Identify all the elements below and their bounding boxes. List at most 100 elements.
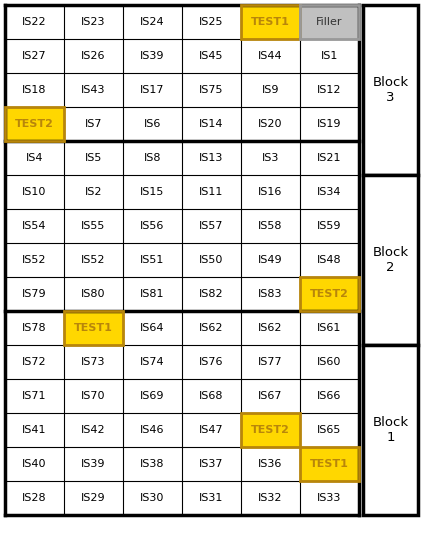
Bar (363, 345, 418, 515)
Text: IS14: IS14 (199, 119, 224, 129)
Bar (241, 5, 300, 39)
Bar (123, 345, 182, 379)
Bar (300, 481, 359, 515)
Text: IS62: IS62 (199, 323, 224, 333)
Text: IS52: IS52 (22, 255, 47, 265)
Text: IS20: IS20 (258, 119, 283, 129)
Text: IS83: IS83 (258, 289, 283, 299)
Text: TEST1: TEST1 (74, 323, 113, 333)
Bar (64, 277, 123, 311)
Text: IS7: IS7 (85, 119, 102, 129)
Text: IS69: IS69 (140, 391, 165, 401)
Bar (241, 481, 300, 515)
Text: TEST2: TEST2 (310, 289, 349, 299)
Bar (5, 311, 64, 345)
Bar (182, 243, 241, 277)
Bar (300, 243, 359, 277)
Bar (241, 5, 300, 39)
Text: IS39: IS39 (140, 51, 165, 61)
Text: IS26: IS26 (81, 51, 106, 61)
Text: IS23: IS23 (81, 17, 106, 27)
Text: Block
1: Block 1 (372, 416, 409, 444)
Bar (182, 379, 241, 413)
Bar (182, 107, 241, 141)
Text: IS73: IS73 (81, 357, 106, 367)
Bar (5, 107, 64, 141)
Bar (123, 107, 182, 141)
Text: IS49: IS49 (258, 255, 283, 265)
Text: IS43: IS43 (81, 85, 106, 95)
Bar (300, 413, 359, 447)
Text: Block
2: Block 2 (372, 246, 409, 274)
Bar (123, 141, 182, 175)
Bar (64, 311, 123, 345)
Text: IS17: IS17 (140, 85, 165, 95)
Text: IS25: IS25 (199, 17, 224, 27)
Text: IS75: IS75 (199, 85, 224, 95)
Text: IS78: IS78 (22, 323, 47, 333)
Bar (5, 141, 64, 175)
Bar (241, 311, 300, 345)
Bar (5, 481, 64, 515)
Bar (182, 141, 241, 175)
Text: IS4: IS4 (26, 153, 43, 163)
Text: IS67: IS67 (258, 391, 283, 401)
Bar (64, 481, 123, 515)
Text: IS55: IS55 (81, 221, 105, 231)
Text: IS82: IS82 (199, 289, 224, 299)
Bar (64, 379, 123, 413)
Text: IS8: IS8 (144, 153, 161, 163)
Text: IS57: IS57 (199, 221, 224, 231)
Text: IS72: IS72 (22, 357, 47, 367)
Text: IS42: IS42 (81, 425, 106, 435)
Bar (182, 311, 241, 345)
Text: IS41: IS41 (22, 425, 47, 435)
Bar (5, 73, 64, 107)
Bar (241, 209, 300, 243)
Text: IS30: IS30 (140, 493, 164, 503)
Text: IS51: IS51 (140, 255, 164, 265)
Bar (5, 209, 64, 243)
Bar (300, 345, 359, 379)
Text: TEST1: TEST1 (251, 17, 290, 27)
Bar (5, 447, 64, 481)
Bar (123, 277, 182, 311)
Text: IS50: IS50 (199, 255, 224, 265)
Bar (300, 447, 359, 481)
Bar (123, 5, 182, 39)
Text: TEST2: TEST2 (15, 119, 54, 129)
Bar (300, 379, 359, 413)
Text: IS6: IS6 (144, 119, 161, 129)
Bar (363, 5, 418, 175)
Bar (182, 209, 241, 243)
Text: IS80: IS80 (81, 289, 106, 299)
Text: IS27: IS27 (22, 51, 47, 61)
Bar (241, 379, 300, 413)
Bar (5, 107, 64, 141)
Text: IS77: IS77 (258, 357, 283, 367)
Bar (300, 107, 359, 141)
Bar (123, 379, 182, 413)
Bar (64, 73, 123, 107)
Bar (64, 447, 123, 481)
Text: IS38: IS38 (140, 459, 165, 469)
Bar (64, 243, 123, 277)
Bar (64, 141, 123, 175)
Bar (241, 277, 300, 311)
Text: IS45: IS45 (199, 51, 224, 61)
Bar (123, 175, 182, 209)
Text: IS5: IS5 (85, 153, 102, 163)
Bar (123, 481, 182, 515)
Bar (241, 107, 300, 141)
Bar (123, 413, 182, 447)
Bar (5, 345, 64, 379)
Text: IS28: IS28 (22, 493, 47, 503)
Text: IS81: IS81 (140, 289, 165, 299)
Bar (241, 413, 300, 447)
Text: IS79: IS79 (22, 289, 47, 299)
Text: TEST1: TEST1 (310, 459, 349, 469)
Text: IS61: IS61 (317, 323, 342, 333)
Text: IS36: IS36 (258, 459, 283, 469)
Bar (241, 39, 300, 73)
Bar (182, 73, 241, 107)
